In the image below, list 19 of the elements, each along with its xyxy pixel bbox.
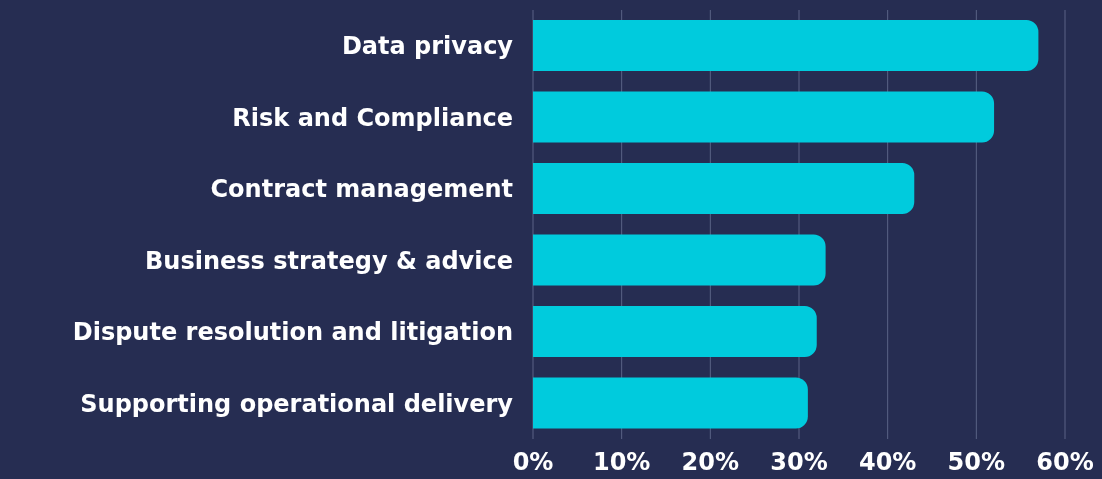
y-tick-label: Contract management [210, 175, 513, 204]
x-tick-label: 40% [858, 448, 917, 477]
bar [533, 234, 826, 286]
bar [533, 306, 817, 358]
x-tick-label: 50% [947, 448, 1006, 477]
y-tick-label: Risk and Compliance [232, 103, 513, 132]
y-tick-label: Supporting operational delivery [80, 389, 514, 418]
bar [533, 377, 808, 429]
bar [533, 91, 995, 143]
x-tick-label: 20% [681, 448, 740, 477]
x-tick-label: 0% [512, 448, 554, 477]
bar [533, 20, 1039, 72]
y-tick-label: Dispute resolution and litigation [72, 318, 513, 347]
x-tick-label: 30% [770, 448, 828, 477]
y-tick-label: Business strategy & advice [145, 246, 513, 275]
y-tick-label: Data privacy [341, 32, 514, 61]
x-tick-label: 10% [592, 448, 651, 477]
bar [533, 163, 915, 215]
x-tick-label: 60% [1036, 448, 1094, 477]
